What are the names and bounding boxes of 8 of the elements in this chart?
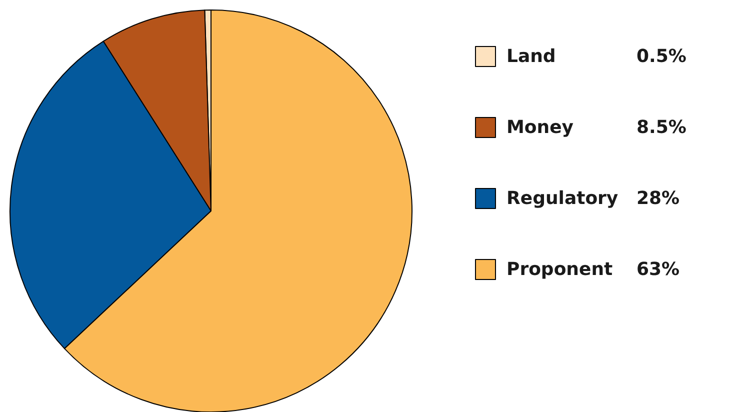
legend-label: Regulatory [506,188,618,209]
legend-label: Proponent [506,259,614,280]
legend-label: Land [506,46,556,67]
data-label: 63% [636,259,680,280]
data-label: 0.5% [636,46,686,67]
legend-label: Money [506,117,574,138]
data-label: 8.5% [636,117,686,138]
data-label: 28% [636,188,680,209]
